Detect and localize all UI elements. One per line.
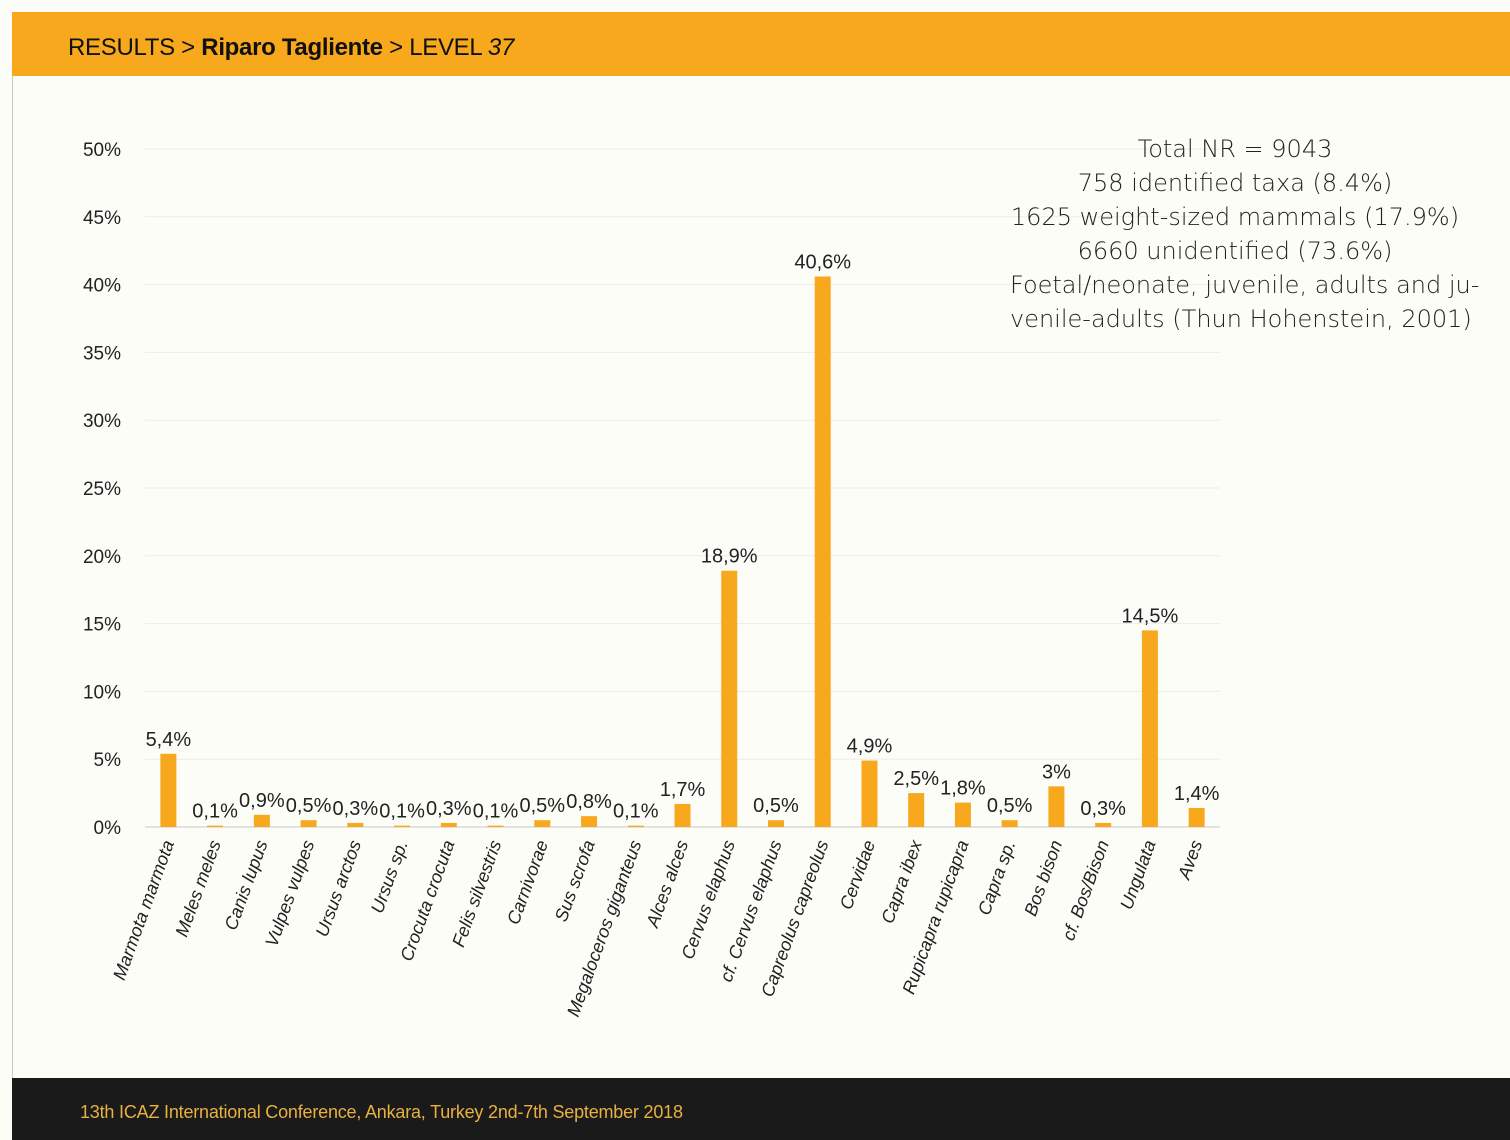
category-label: Carnivorae [503,838,552,928]
data-label: 0,3% [333,798,379,820]
bar [1141,630,1158,827]
data-label: 0,1% [613,801,659,823]
bar [1048,786,1065,827]
breadcrumb: RESULTS > Riparo Tagliente > LEVEL 37 [68,34,514,62]
y-tick-label: 15% [83,615,121,636]
category-label: Sus scrofa [551,838,599,925]
bar [1095,822,1112,827]
bar [954,802,971,827]
category-label: Vulpes vulpes [261,838,318,950]
bar [394,825,411,827]
data-label: 4,9% [847,736,893,758]
data-label: 0,1% [473,801,519,823]
bar [1188,808,1205,827]
bar [440,822,457,827]
slide-frame [12,12,1509,1078]
bar [300,820,317,827]
info-line-unidentified: 6660 unidentified (73.6%) [1077,237,1393,265]
category-label: Marmota marmota [109,838,178,983]
bar [534,820,551,827]
y-tick-label: 35% [83,343,121,364]
category-label: Ungulata [1116,838,1159,913]
data-label: 2,5% [893,768,939,790]
y-tick-label: 45% [83,208,121,229]
data-label: 0,3% [426,798,472,820]
data-label: 1,7% [660,779,706,801]
data-label: 0,8% [566,791,612,813]
data-label: 1,8% [940,778,986,800]
category-label: Capra ibex [877,837,926,927]
y-tick-label: 5% [94,750,122,771]
data-label: 0,5% [519,795,565,817]
data-label: 3% [1042,761,1071,783]
y-tick-label: 30% [83,411,121,432]
data-label: 0,5% [987,795,1033,817]
info-line-ages-2: venile-adults (Thun Hohenstein, 2001) [1010,305,1472,333]
data-label: 5,4% [146,729,192,751]
header-bar [12,12,1510,76]
breadcrumb-level-prefix: > LEVEL [389,34,482,61]
data-label: 0,1% [192,801,238,823]
footer-text: 13th ICAZ International Conference, Anka… [80,1102,683,1122]
category-label: Meles meles [172,838,225,940]
info-box: Total NR = 9043 758 identified taxa (8.4… [1010,132,1480,336]
data-label: 1,4% [1174,783,1220,805]
bar [908,793,925,827]
bar [253,814,270,827]
category-label: cf. Bos/Bison [1058,838,1113,944]
y-tick-label: 20% [83,547,121,568]
bar [581,816,598,827]
bar [347,822,364,827]
data-label: 0,9% [239,790,285,812]
breadcrumb-prefix: RESULTS > [68,34,195,61]
category-label: Aves [1174,838,1207,883]
breadcrumb-level: 37 [487,34,515,61]
breadcrumb-site: Riparo Tagliente [201,34,383,61]
category-label: Canis lupus [221,838,272,933]
data-label: 0,1% [379,801,425,823]
bar [627,825,644,827]
y-tick-label: 25% [83,479,121,500]
data-label: 18,9% [701,546,758,568]
bar [207,825,224,827]
category-label: Bos bison [1020,838,1066,919]
data-label: 40,6% [794,251,851,273]
data-label: 14,5% [1122,605,1179,627]
info-line-ages-1: Foetal/neonate, juvenile, adults and ju- [1010,271,1480,299]
category-label: Cervidae [836,838,879,913]
y-tick-label: 10% [83,682,121,703]
category-label: Felis silvestris [448,838,505,950]
bar [814,276,831,827]
data-label: 0,5% [753,795,799,817]
info-line-identified: 758 identified taxa (8.4%) [1077,169,1393,197]
info-line-weight-sized: 1625 weight-sized mammals (17.9%) [1010,203,1460,231]
category-label: Capra sp. [974,838,1019,918]
category-label: Ursus arctos [312,838,365,940]
category-label: Ursus sp. [367,838,412,916]
bar [674,803,691,827]
data-label: 0,5% [286,795,332,817]
category-label: Alces alces [642,838,692,931]
bar [721,570,738,827]
y-tick-label: 50% [83,140,121,161]
bar [861,760,878,827]
bar [160,753,177,827]
bar [767,820,784,827]
info-line-total: Total NR = 9043 [1137,135,1333,163]
bar [1001,820,1018,827]
y-tick-label: 0% [94,818,122,839]
footer-bar [12,1078,1510,1140]
y-tick-label: 40% [83,276,121,297]
bar [487,825,504,827]
data-label: 0,3% [1080,798,1126,820]
